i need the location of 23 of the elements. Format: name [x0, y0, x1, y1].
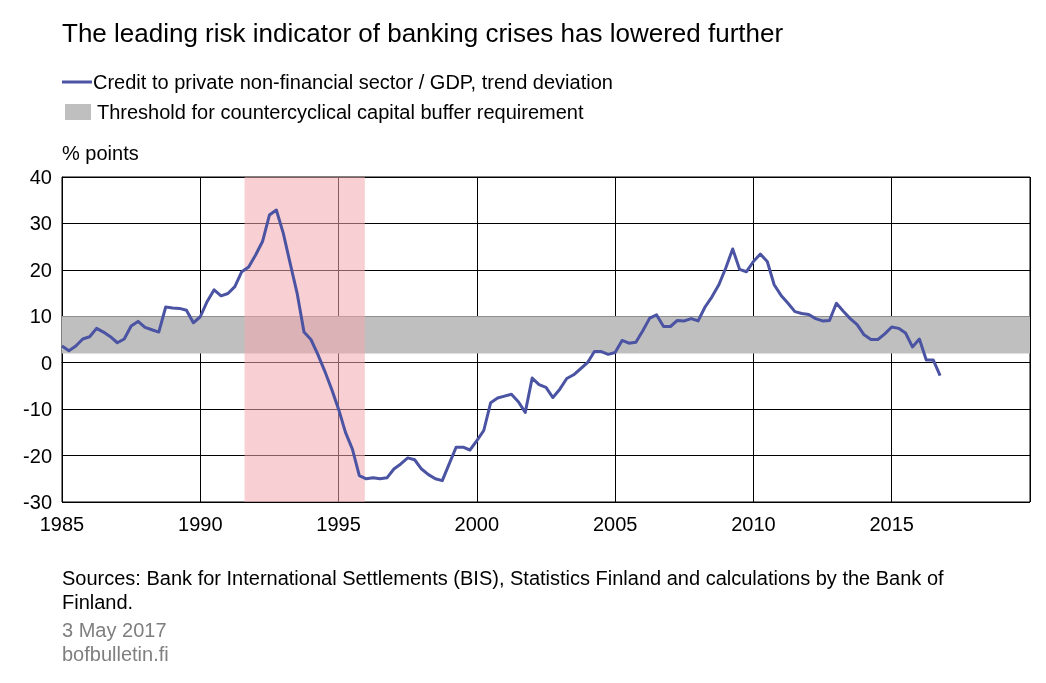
- y-tick-label: 40: [29, 166, 52, 188]
- y-axis-title: % points: [62, 142, 139, 164]
- y-tick-label: -20: [23, 444, 52, 467]
- x-tick-label: 2015: [869, 513, 914, 535]
- text: bofbulletin.fi: [62, 643, 169, 665]
- legend-label: Credit to private non-financial sector / GDP, trend deviation: [93, 71, 613, 93]
- text: 3 May 2017: [62, 619, 167, 641]
- x-tick-label: 1995: [316, 513, 361, 535]
- x-tick-label: 2000: [454, 513, 500, 535]
- y-tick-label: -30: [23, 491, 52, 513]
- y-tick-label: -10: [23, 398, 52, 421]
- y-tick-label: 0: [40, 351, 52, 374]
- x-tick-label: 1985: [39, 513, 85, 535]
- y-tick-label: 10: [29, 305, 52, 328]
- y-tick-label: 30: [29, 212, 52, 235]
- y-tick-label: 20: [29, 258, 52, 281]
- x-tick-label: 2005: [592, 513, 638, 535]
- line-series: [60, 208, 942, 483]
- x-tick-label: 1990: [178, 513, 223, 535]
- source-note: Sources: Bank for International Settlements (BIS), Statistics Finland and calculations by the Bank of Finland.: [62, 567, 950, 613]
- chart-title: The leading risk indicator of banking crises has lowered further: [62, 18, 784, 48]
- x-tick-label: 2010: [731, 513, 776, 535]
- legend-label: Threshold for countercyclical capital buffer requirement: [97, 101, 584, 123]
